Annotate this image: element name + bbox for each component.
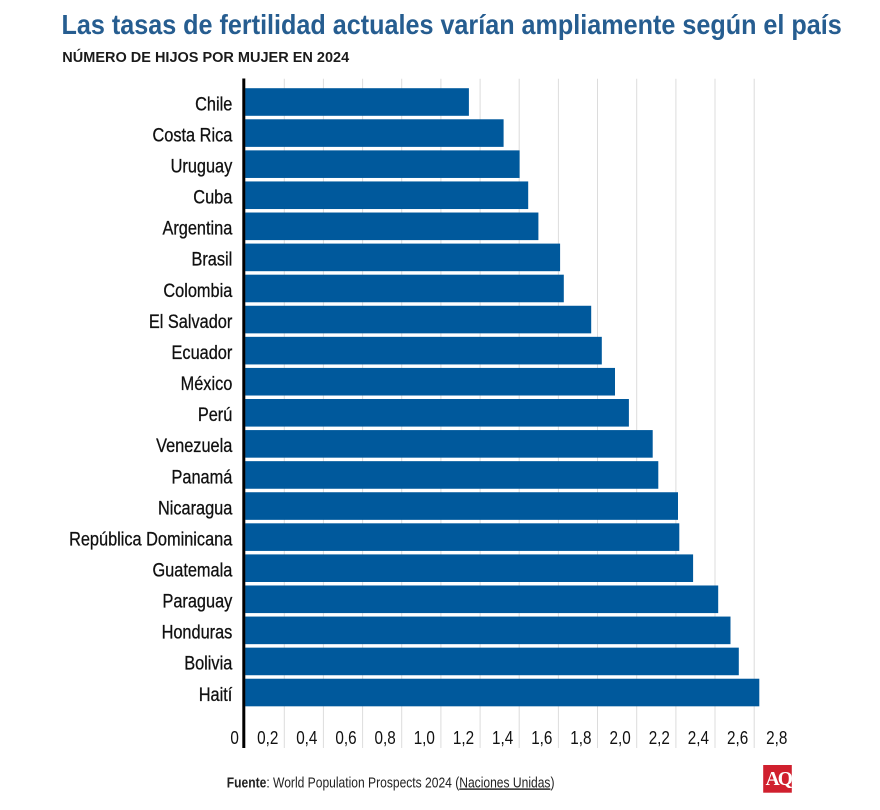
svg-text:Bolivia: Bolivia	[184, 652, 232, 674]
svg-text:1,8: 1,8	[570, 727, 591, 748]
svg-text:Las tasas de fertilidad actual: Las tasas de fertilidad actuales varían …	[62, 9, 842, 41]
svg-text:2,8: 2,8	[766, 727, 787, 748]
svg-text:0: 0	[230, 727, 238, 748]
svg-text:El Salvador: El Salvador	[149, 311, 232, 333]
svg-text:República Dominicana: República Dominicana	[69, 528, 232, 550]
svg-text:1,6: 1,6	[531, 727, 552, 748]
svg-text:1,0: 1,0	[414, 727, 435, 748]
svg-text:1,2: 1,2	[453, 727, 474, 748]
svg-text:NÚMERO DE HIJOS POR MUJER EN 2: NÚMERO DE HIJOS POR MUJER EN 2024	[62, 48, 349, 66]
svg-text:0,2: 0,2	[257, 727, 278, 748]
svg-text:Cuba: Cuba	[193, 186, 232, 208]
svg-text:Colombia: Colombia	[163, 280, 232, 302]
svg-text:Paraguay: Paraguay	[162, 590, 232, 612]
svg-text:2,4: 2,4	[688, 727, 709, 748]
svg-text:0,4: 0,4	[296, 727, 317, 748]
svg-text:Honduras: Honduras	[162, 621, 233, 643]
svg-text:Fuente: World Population Prosp: Fuente: World Population Prospects 2024 …	[227, 774, 555, 790]
svg-text:Panamá: Panamá	[172, 466, 233, 488]
svg-text:2,2: 2,2	[649, 727, 670, 748]
svg-text:Argentina: Argentina	[162, 217, 232, 239]
svg-text:1,4: 1,4	[492, 727, 513, 748]
svg-text:Brasil: Brasil	[191, 248, 232, 270]
svg-text:Nicaragua: Nicaragua	[158, 497, 232, 519]
svg-text:Costa Rica: Costa Rica	[153, 124, 233, 146]
svg-text:0,8: 0,8	[375, 727, 396, 748]
svg-text:Guatemala: Guatemala	[152, 559, 232, 581]
svg-text:México: México	[181, 373, 233, 395]
svg-text:Haití: Haití	[199, 684, 233, 706]
svg-text:Uruguay: Uruguay	[171, 155, 233, 177]
svg-text:AQ: AQ	[766, 769, 793, 790]
svg-text:Venezuela: Venezuela	[156, 435, 232, 457]
svg-text:2,0: 2,0	[610, 727, 631, 748]
svg-text:Chile: Chile	[195, 93, 232, 115]
svg-text:0,6: 0,6	[335, 727, 356, 748]
svg-text:Ecuador: Ecuador	[172, 342, 233, 364]
svg-text:Perú: Perú	[198, 404, 232, 426]
svg-text:2,6: 2,6	[727, 727, 748, 748]
